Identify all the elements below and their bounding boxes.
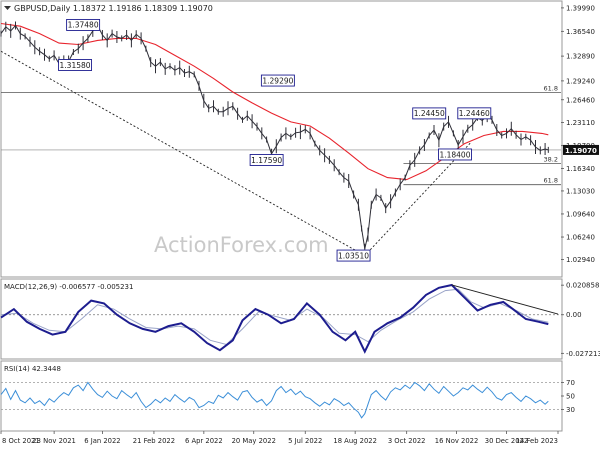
- trendline: [364, 141, 472, 256]
- price-y-tick-label: 1.39990: [566, 4, 595, 12]
- swing-label-box: [249, 154, 284, 166]
- swing-label-box: [457, 107, 492, 120]
- macd-main-line: [0, 283, 549, 354]
- swing-label-box: [438, 148, 472, 161]
- x-axis-tick-label: 14 Feb 2023: [516, 437, 558, 445]
- dropdown-triangle-icon: [4, 6, 11, 10]
- rsi-y-tick-label: 50: [566, 393, 575, 401]
- price-y-axis: 1.39990 1.36540 1.32890 1.29240 1.26460 1.231…: [561, 4, 599, 264]
- swing-label-box: [58, 59, 93, 71]
- rsi-y-tick-label: 70: [566, 379, 575, 387]
- x-axis-tick-label: 21 Feb 2022: [133, 437, 175, 445]
- swing-label-text: 1.18400: [439, 150, 470, 159]
- trendline: [0, 50, 366, 256]
- x-axis-tick-label: 6 Apr 2022: [185, 437, 223, 445]
- macd-y-tick-label: 0.020858: [566, 282, 599, 290]
- current-price-badge: [563, 144, 599, 155]
- x-axis-tick-label: 6 Jan 2022: [84, 437, 120, 445]
- x-axis-tick-label: 18 Aug 2022: [333, 437, 377, 445]
- swing-label-text: 1.37480: [68, 21, 99, 30]
- price-y-tick-label: 1.23110: [566, 119, 595, 127]
- macd-trendline: [451, 284, 559, 315]
- x-axis-tick-label: 23 Nov 2021: [32, 437, 76, 445]
- rsi-line: [0, 381, 549, 419]
- watermark-text: ActionForex.com: [154, 233, 329, 257]
- macd-series: [0, 283, 559, 354]
- macd-y-axis: 0.020858 0.00 -0.027213: [561, 282, 600, 358]
- rsi-y-axis: 70 50 30: [561, 379, 575, 414]
- x-axis-tick-label: 3 Oct 2022: [388, 437, 426, 445]
- price-y-tick-label: 1.26460: [566, 96, 595, 104]
- swing-label-text: 1.29290: [262, 76, 293, 85]
- macd-title: MACD(12,26,9) -0.006577 -0.005231: [4, 283, 133, 291]
- x-axis-tick-label: 8 Oct 2021: [2, 437, 40, 445]
- price-y-tick-label: 1.02940: [566, 256, 595, 264]
- swing-label-text: 1.24460: [459, 109, 490, 118]
- swing-label-text: 1.17590: [251, 156, 282, 165]
- price-y-tick-label: 1.16340: [566, 165, 595, 173]
- rsi-y-tick-label: 30: [566, 406, 575, 414]
- x-axis-tick-label: 5 Jul 2022: [288, 437, 322, 445]
- swing-point-labels: 1.37480 1.31580 1.29290 1.17590 1.24450 1.244…: [58, 18, 492, 262]
- fib-level-label: 61.8: [544, 84, 558, 92]
- price-y-tick-label: 1.29240: [566, 77, 595, 85]
- price-y-tick-label: 1.13030: [566, 187, 595, 195]
- swing-label-text: 1.03510: [338, 251, 369, 260]
- price-panel-frame: [0, 0, 563, 278]
- x-axis-tick-label: 16 Nov 2022: [435, 437, 479, 445]
- macd-y-tick-label: -0.027213: [566, 350, 600, 358]
- fib-level-label: 38.2: [544, 156, 558, 164]
- price-y-tick-label: 1.32890: [566, 53, 595, 61]
- price-y-tick-label: 1.36540: [566, 28, 595, 36]
- x-axis-tick-label: 30 Dec 2022: [485, 437, 528, 445]
- rsi-level-lines: [1, 382, 561, 410]
- title-row: GBPUSD,Daily 1.18372 1.19186 1.18309 1.1…: [4, 4, 213, 13]
- macd-signal-line: [0, 288, 549, 346]
- macd-panel-frame: [0, 278, 563, 360]
- swing-label-box: [412, 107, 447, 120]
- moving-average-series: [0, 22, 549, 181]
- rsi-title: RSI(14) 42.3448: [4, 365, 61, 373]
- swing-label-text: 1.24450: [414, 109, 445, 118]
- price-trendlines: [0, 50, 472, 256]
- swing-label-box: [336, 249, 371, 262]
- fib-level-label: 61.8: [544, 177, 558, 185]
- macd-y-tick-label: 0.00: [566, 311, 582, 319]
- x-axis-tick-label: 20 May 2022: [232, 437, 276, 445]
- moving-average-line: [0, 22, 549, 181]
- swing-label-text: 1.31580: [60, 61, 91, 70]
- swing-label-box: [260, 74, 295, 87]
- current-price-badge-text: 1.19070: [565, 147, 597, 155]
- swing-label-box: [66, 18, 101, 31]
- price-y-tick-label: 1.06240: [566, 234, 595, 242]
- rsi-series: [0, 381, 549, 419]
- price-y-tick-label: 1.09640: [566, 210, 595, 218]
- chart-title: GBPUSD,Daily 1.18372 1.19186 1.18309 1.1…: [14, 4, 213, 13]
